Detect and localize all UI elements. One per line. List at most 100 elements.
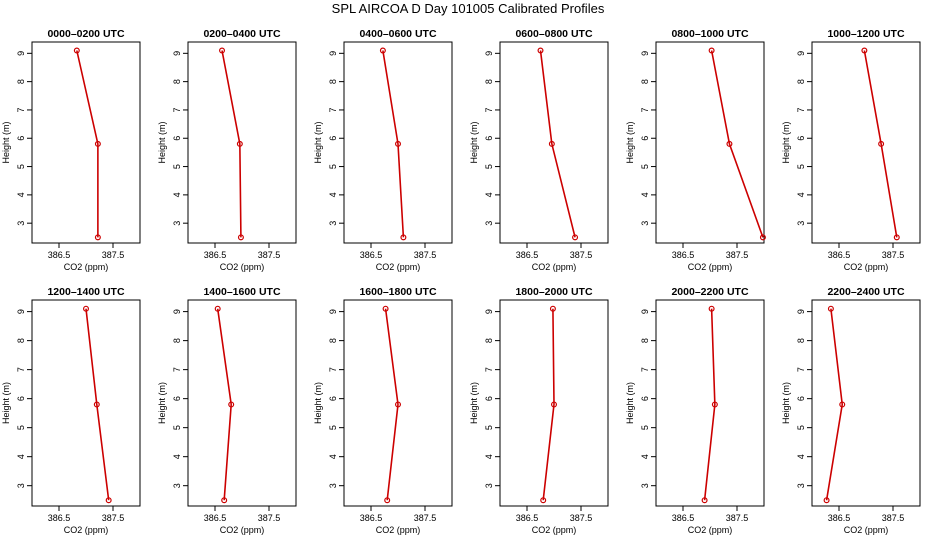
y-tick-label: 3 xyxy=(328,483,338,488)
y-tick-label: 3 xyxy=(16,221,26,226)
data-point xyxy=(221,497,228,504)
y-tick-label: 3 xyxy=(328,221,338,226)
y-tick-label: 5 xyxy=(328,164,338,169)
y-tick-label: 7 xyxy=(328,367,338,372)
data-point xyxy=(395,401,402,408)
data-point xyxy=(94,234,101,241)
plot-frame xyxy=(655,299,765,507)
x-axis-label: CO2 (ppm) xyxy=(688,262,733,272)
y-tick-label: 5 xyxy=(16,425,26,430)
y-tick-label: 9 xyxy=(640,309,650,314)
x-tick-label: 386.5 xyxy=(516,250,539,260)
x-axis-label: CO2 (ppm) xyxy=(220,525,265,535)
y-tick-label: 4 xyxy=(484,192,494,197)
y-tick-label: 5 xyxy=(640,164,650,169)
y-axis-label: Height (m) xyxy=(1,382,11,424)
y-axis-label: Height (m) xyxy=(313,382,323,424)
y-tick-label: 3 xyxy=(796,221,806,226)
x-tick-label: 387.5 xyxy=(414,513,437,523)
plot-frame xyxy=(31,299,141,507)
plot-frame xyxy=(187,41,297,244)
plot-frame xyxy=(499,41,609,244)
profile-line xyxy=(85,308,110,501)
data-point xyxy=(839,401,846,408)
plot-frame xyxy=(499,299,609,507)
plot-frame xyxy=(31,41,141,244)
y-tick-label: 3 xyxy=(640,221,650,226)
y-tick-label: 4 xyxy=(484,454,494,459)
panel-title: 1000–1200 UTC xyxy=(827,28,904,40)
panel-title: 1800–2000 UTC xyxy=(515,286,592,298)
y-tick-label: 6 xyxy=(172,136,182,141)
y-tick-label: 5 xyxy=(484,425,494,430)
data-point xyxy=(893,234,900,241)
x-axis-label: CO2 (ppm) xyxy=(376,525,421,535)
data-point xyxy=(382,305,389,312)
profile-line xyxy=(710,50,764,238)
y-tick-label: 5 xyxy=(796,164,806,169)
x-tick-label: 386.5 xyxy=(204,513,227,523)
y-tick-label: 3 xyxy=(172,483,182,488)
y-tick-label: 7 xyxy=(172,367,182,372)
y-axis-label: Height (m) xyxy=(157,382,167,424)
x-tick-label: 387.5 xyxy=(882,513,905,523)
y-tick-label: 8 xyxy=(172,338,182,343)
chart-panel-12: 2200–2400 UTC 386.5 387.5 CO2 (ppm) 3 4 5 6 7 8 9 H… xyxy=(781,286,921,535)
y-tick-label: 7 xyxy=(484,367,494,372)
y-tick-label: 8 xyxy=(328,338,338,343)
x-axis-label: CO2 (ppm) xyxy=(532,262,577,272)
x-tick-label: 386.5 xyxy=(48,250,71,260)
data-point xyxy=(379,47,386,54)
profile-line xyxy=(539,50,576,238)
y-tick-label: 8 xyxy=(484,338,494,343)
y-tick-label: 8 xyxy=(16,79,26,84)
chart-panel-6: 1000–1200 UTC 386.5 387.5 CO2 (ppm) 3 4 5 6 7 8 9 H… xyxy=(781,28,921,272)
data-point xyxy=(708,47,715,54)
profile-line xyxy=(825,308,844,501)
data-point xyxy=(395,140,402,147)
data-point xyxy=(236,140,243,147)
y-tick-label: 3 xyxy=(640,483,650,488)
x-axis-label: CO2 (ppm) xyxy=(64,262,109,272)
x-tick-label: 387.5 xyxy=(102,513,125,523)
y-tick-label: 8 xyxy=(16,338,26,343)
profile-line xyxy=(382,50,405,238)
data-point xyxy=(400,234,407,241)
y-axis-label: Height (m) xyxy=(781,382,791,424)
chart-panel-9: 1600–1800 UTC 386.5 387.5 CO2 (ppm) 3 4 5 6 7 8 9 H… xyxy=(313,286,453,535)
chart-panel-5: 0800–1000 UTC 386.5 387.5 CO2 (ppm) 3 4 5 6 7 8 9 H… xyxy=(625,28,766,272)
y-axis-label: Height (m) xyxy=(469,121,479,163)
panel-title: 2200–2400 UTC xyxy=(827,286,904,298)
y-tick-label: 4 xyxy=(640,192,650,197)
panel-title: 0000–0200 UTC xyxy=(47,28,124,40)
data-point xyxy=(827,305,834,312)
y-tick-label: 9 xyxy=(484,51,494,56)
data-point xyxy=(711,401,718,408)
data-point xyxy=(759,234,766,241)
y-tick-label: 8 xyxy=(796,338,806,343)
y-tick-label: 5 xyxy=(16,164,26,169)
x-tick-label: 387.5 xyxy=(102,250,125,260)
data-point xyxy=(228,401,235,408)
data-point xyxy=(701,497,708,504)
x-tick-label: 386.5 xyxy=(672,513,695,523)
x-tick-label: 387.5 xyxy=(726,513,749,523)
y-tick-label: 5 xyxy=(484,164,494,169)
x-tick-label: 387.5 xyxy=(414,250,437,260)
data-point xyxy=(384,497,391,504)
chart-panel-4: 0600–0800 UTC 386.5 387.5 CO2 (ppm) 3 4 5 6 7 8 9 H… xyxy=(469,28,609,272)
y-tick-label: 7 xyxy=(16,107,26,112)
y-tick-label: 4 xyxy=(328,192,338,197)
profile-line xyxy=(221,50,242,238)
x-tick-label: 387.5 xyxy=(726,250,749,260)
y-tick-label: 3 xyxy=(172,221,182,226)
chart-panel-7: 1200–1400 UTC 386.5 387.5 CO2 (ppm) 3 4 5 6 7 8 9 H… xyxy=(1,286,141,535)
y-axis-label: Height (m) xyxy=(625,121,635,163)
data-point xyxy=(537,47,544,54)
profile-line xyxy=(703,308,716,501)
y-tick-label: 8 xyxy=(796,79,806,84)
page-title: SPL AIRCOA D Day 101005 Calibrated Profi… xyxy=(331,1,605,16)
chart-panel-8: 1400–1600 UTC 386.5 387.5 CO2 (ppm) 3 4 5 6 7 8 9 H… xyxy=(157,286,297,535)
y-axis-label: Height (m) xyxy=(1,121,11,163)
